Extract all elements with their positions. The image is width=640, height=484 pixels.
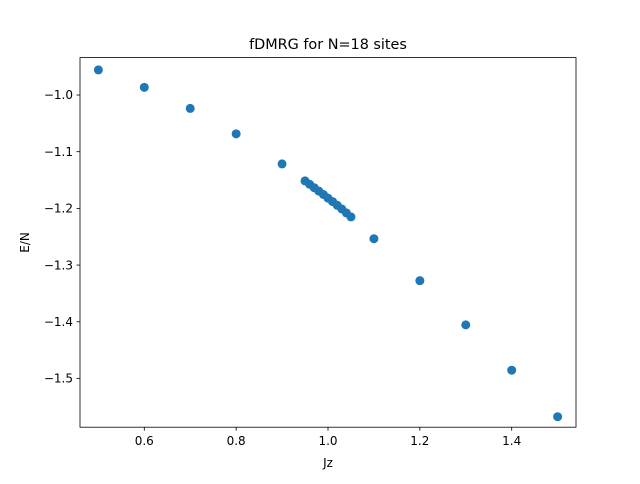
y-tick-label: −1.5 bbox=[44, 372, 73, 386]
data-point bbox=[277, 159, 287, 169]
data-point bbox=[93, 65, 103, 75]
y-axis-ticks: −1.0 −1.1 −1.2 −1.3 −1.4 −1.5 bbox=[44, 88, 80, 386]
data-point bbox=[461, 320, 471, 330]
data-point bbox=[346, 212, 356, 222]
x-tick-label: 1.2 bbox=[410, 434, 429, 448]
data-point bbox=[369, 234, 379, 244]
x-axis-ticks: 0.6 0.8 1.0 1.2 1.4 bbox=[135, 427, 521, 448]
chart-title: fDMRG for N=18 sites bbox=[249, 37, 407, 53]
x-tick-label: 1.0 bbox=[318, 434, 337, 448]
data-point bbox=[139, 82, 149, 92]
y-tick-label: −1.2 bbox=[44, 202, 73, 216]
data-point bbox=[553, 412, 563, 422]
plot-area bbox=[80, 57, 576, 428]
x-tick-label: 0.6 bbox=[135, 434, 154, 448]
x-tick-label: 1.4 bbox=[502, 434, 521, 448]
data-points bbox=[93, 65, 563, 422]
y-axis-label: E/N bbox=[18, 232, 32, 253]
data-point bbox=[231, 129, 241, 139]
y-tick-label: −1.3 bbox=[44, 258, 73, 272]
y-tick-label: −1.1 bbox=[44, 145, 73, 159]
data-point bbox=[415, 276, 425, 286]
y-tick-label: −1.4 bbox=[44, 315, 73, 329]
x-tick-label: 0.8 bbox=[227, 434, 246, 448]
data-point bbox=[185, 103, 195, 113]
data-point bbox=[507, 365, 517, 375]
x-axis-label: Jz bbox=[322, 456, 333, 470]
y-tick-label: −1.0 bbox=[44, 88, 73, 102]
